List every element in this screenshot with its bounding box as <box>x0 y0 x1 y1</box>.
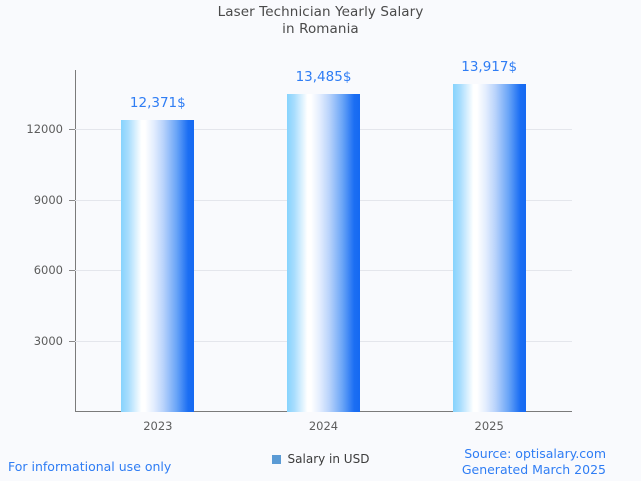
legend-color-swatch <box>271 454 281 464</box>
source-text: Source: optisalary.com <box>464 446 606 461</box>
bar-value-label: 13,917$ <box>461 58 518 75</box>
chart-title: Laser Technician Yearly Salary in Romani… <box>0 4 641 38</box>
disclaimer-text: For informational use only <box>8 459 172 474</box>
legend-item-label: Salary in USD <box>287 452 370 466</box>
source-attribution: Source: optisalary.com Generated March 2… <box>462 446 606 478</box>
x-axis-tick-label: 2023 <box>143 419 173 433</box>
y-axis-tick-label: 12000 <box>26 121 63 136</box>
y-axis-tick-label: 3000 <box>33 334 63 349</box>
y-axis-tick-mark <box>69 128 75 130</box>
bar[interactable] <box>121 120 195 412</box>
x-axis-tick-label: 2025 <box>474 419 504 433</box>
y-axis-tick-mark <box>69 341 75 343</box>
plot-area <box>69 70 572 412</box>
x-axis-tick-label: 2024 <box>308 419 339 433</box>
y-axis-tick-label: 9000 <box>33 192 63 207</box>
y-axis-line <box>75 70 76 412</box>
generated-date-text: Generated March 2025 <box>461 462 606 477</box>
y-axis-tick-mark <box>69 199 75 201</box>
bar[interactable] <box>452 83 526 412</box>
bar-value-label: 13,485$ <box>295 68 352 85</box>
bar[interactable] <box>287 93 360 412</box>
bar-value-label: 12,371$ <box>129 95 186 112</box>
chart-legend: Salary in USD <box>0 452 641 466</box>
chart-title-line-1: Laser Technician Yearly Salary <box>217 4 424 20</box>
chart-title-line-2: in Romania <box>282 21 359 37</box>
y-axis-tick-mark <box>69 270 75 272</box>
y-axis-tick-label: 6000 <box>33 263 63 278</box>
